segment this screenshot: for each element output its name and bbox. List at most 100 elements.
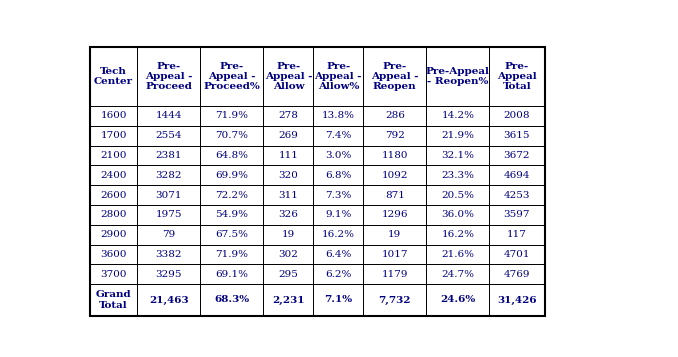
Text: 2,231: 2,231 bbox=[272, 296, 304, 305]
Bar bbox=[201, 284, 263, 316]
Text: 326: 326 bbox=[279, 210, 298, 220]
Bar bbox=[313, 225, 363, 245]
Bar bbox=[137, 165, 201, 185]
Bar bbox=[490, 185, 544, 205]
Bar bbox=[363, 47, 426, 106]
Text: 32.1%: 32.1% bbox=[441, 151, 475, 160]
Bar bbox=[313, 284, 363, 316]
Bar bbox=[137, 47, 201, 106]
Bar bbox=[201, 205, 263, 225]
Bar bbox=[90, 284, 137, 316]
Text: 3.0%: 3.0% bbox=[325, 151, 351, 160]
Text: 64.8%: 64.8% bbox=[216, 151, 248, 160]
Bar bbox=[90, 47, 137, 106]
Bar bbox=[363, 265, 426, 284]
Bar bbox=[363, 106, 426, 126]
Text: 1600: 1600 bbox=[100, 111, 127, 120]
Bar bbox=[313, 205, 363, 225]
Text: 2554: 2554 bbox=[155, 131, 182, 140]
Bar bbox=[490, 225, 544, 245]
Bar bbox=[90, 126, 137, 146]
Text: 71.9%: 71.9% bbox=[216, 250, 248, 259]
Bar bbox=[363, 126, 426, 146]
Text: 72.2%: 72.2% bbox=[216, 191, 248, 200]
Bar bbox=[201, 165, 263, 185]
Bar bbox=[201, 146, 263, 165]
Text: 23.3%: 23.3% bbox=[441, 171, 475, 180]
Text: 19: 19 bbox=[388, 230, 401, 239]
Bar bbox=[137, 225, 201, 245]
Text: 36.0%: 36.0% bbox=[441, 210, 475, 220]
Bar bbox=[201, 265, 263, 284]
Text: 54.9%: 54.9% bbox=[216, 210, 248, 220]
Bar bbox=[426, 265, 490, 284]
Bar bbox=[490, 245, 544, 265]
Bar bbox=[426, 165, 490, 185]
Text: 69.9%: 69.9% bbox=[216, 171, 248, 180]
Text: 111: 111 bbox=[279, 151, 298, 160]
Text: 2100: 2100 bbox=[100, 151, 127, 160]
Bar bbox=[426, 146, 490, 165]
Text: 1700: 1700 bbox=[100, 131, 127, 140]
Text: 3700: 3700 bbox=[100, 270, 127, 279]
Text: Pre-
Appeal
Total: Pre- Appeal Total bbox=[497, 62, 537, 91]
Text: 7.4%: 7.4% bbox=[325, 131, 351, 140]
Text: 3282: 3282 bbox=[155, 171, 182, 180]
Text: 871: 871 bbox=[385, 191, 405, 200]
Text: 4253: 4253 bbox=[504, 191, 530, 200]
Bar bbox=[426, 245, 490, 265]
Bar bbox=[90, 225, 137, 245]
Text: 16.2%: 16.2% bbox=[441, 230, 475, 239]
Bar bbox=[490, 146, 544, 165]
Text: 21.6%: 21.6% bbox=[441, 250, 475, 259]
Text: 2900: 2900 bbox=[100, 230, 127, 239]
Bar bbox=[426, 106, 490, 126]
Text: 311: 311 bbox=[279, 191, 298, 200]
Text: 1444: 1444 bbox=[155, 111, 182, 120]
Text: 295: 295 bbox=[279, 270, 298, 279]
Text: Pre-Appeal
- Reopen%: Pre-Appeal - Reopen% bbox=[426, 67, 490, 86]
Text: Tech
Center: Tech Center bbox=[94, 67, 133, 86]
Text: 20.5%: 20.5% bbox=[441, 191, 475, 200]
Bar bbox=[313, 265, 363, 284]
Bar bbox=[263, 106, 313, 126]
Text: Pre-
Appeal -
Allow%: Pre- Appeal - Allow% bbox=[315, 62, 362, 91]
Text: 2600: 2600 bbox=[100, 191, 127, 200]
Text: Pre-
Appeal -
Proceed: Pre- Appeal - Proceed bbox=[145, 62, 193, 91]
Bar bbox=[263, 47, 313, 106]
Bar bbox=[90, 265, 137, 284]
Text: Pre-
Appeal -
Reopen: Pre- Appeal - Reopen bbox=[371, 62, 418, 91]
Text: 79: 79 bbox=[162, 230, 176, 239]
Text: 3382: 3382 bbox=[155, 250, 182, 259]
Text: 24.6%: 24.6% bbox=[440, 296, 475, 305]
Text: 1017: 1017 bbox=[382, 250, 408, 259]
Bar bbox=[201, 106, 263, 126]
Text: 16.2%: 16.2% bbox=[322, 230, 355, 239]
Text: Pre-
Appeal -
Proceed%: Pre- Appeal - Proceed% bbox=[203, 62, 260, 91]
Text: 4694: 4694 bbox=[504, 171, 530, 180]
Text: 69.1%: 69.1% bbox=[216, 270, 248, 279]
Bar bbox=[201, 225, 263, 245]
Bar bbox=[363, 284, 426, 316]
Text: 21,463: 21,463 bbox=[149, 296, 188, 305]
Bar bbox=[490, 47, 544, 106]
Text: 3615: 3615 bbox=[504, 131, 530, 140]
Text: 278: 278 bbox=[279, 111, 298, 120]
Text: 1296: 1296 bbox=[382, 210, 408, 220]
Text: 19: 19 bbox=[282, 230, 295, 239]
Text: 7.1%: 7.1% bbox=[324, 296, 353, 305]
Bar bbox=[90, 205, 137, 225]
Text: 4701: 4701 bbox=[504, 250, 530, 259]
Bar bbox=[90, 245, 137, 265]
Bar bbox=[201, 126, 263, 146]
Text: 4769: 4769 bbox=[504, 270, 530, 279]
Bar bbox=[137, 205, 201, 225]
Bar bbox=[426, 205, 490, 225]
Bar bbox=[137, 146, 201, 165]
Bar bbox=[263, 284, 313, 316]
Bar bbox=[263, 185, 313, 205]
Bar bbox=[363, 225, 426, 245]
Bar bbox=[426, 284, 490, 316]
Text: 1092: 1092 bbox=[382, 171, 408, 180]
Bar bbox=[490, 284, 544, 316]
